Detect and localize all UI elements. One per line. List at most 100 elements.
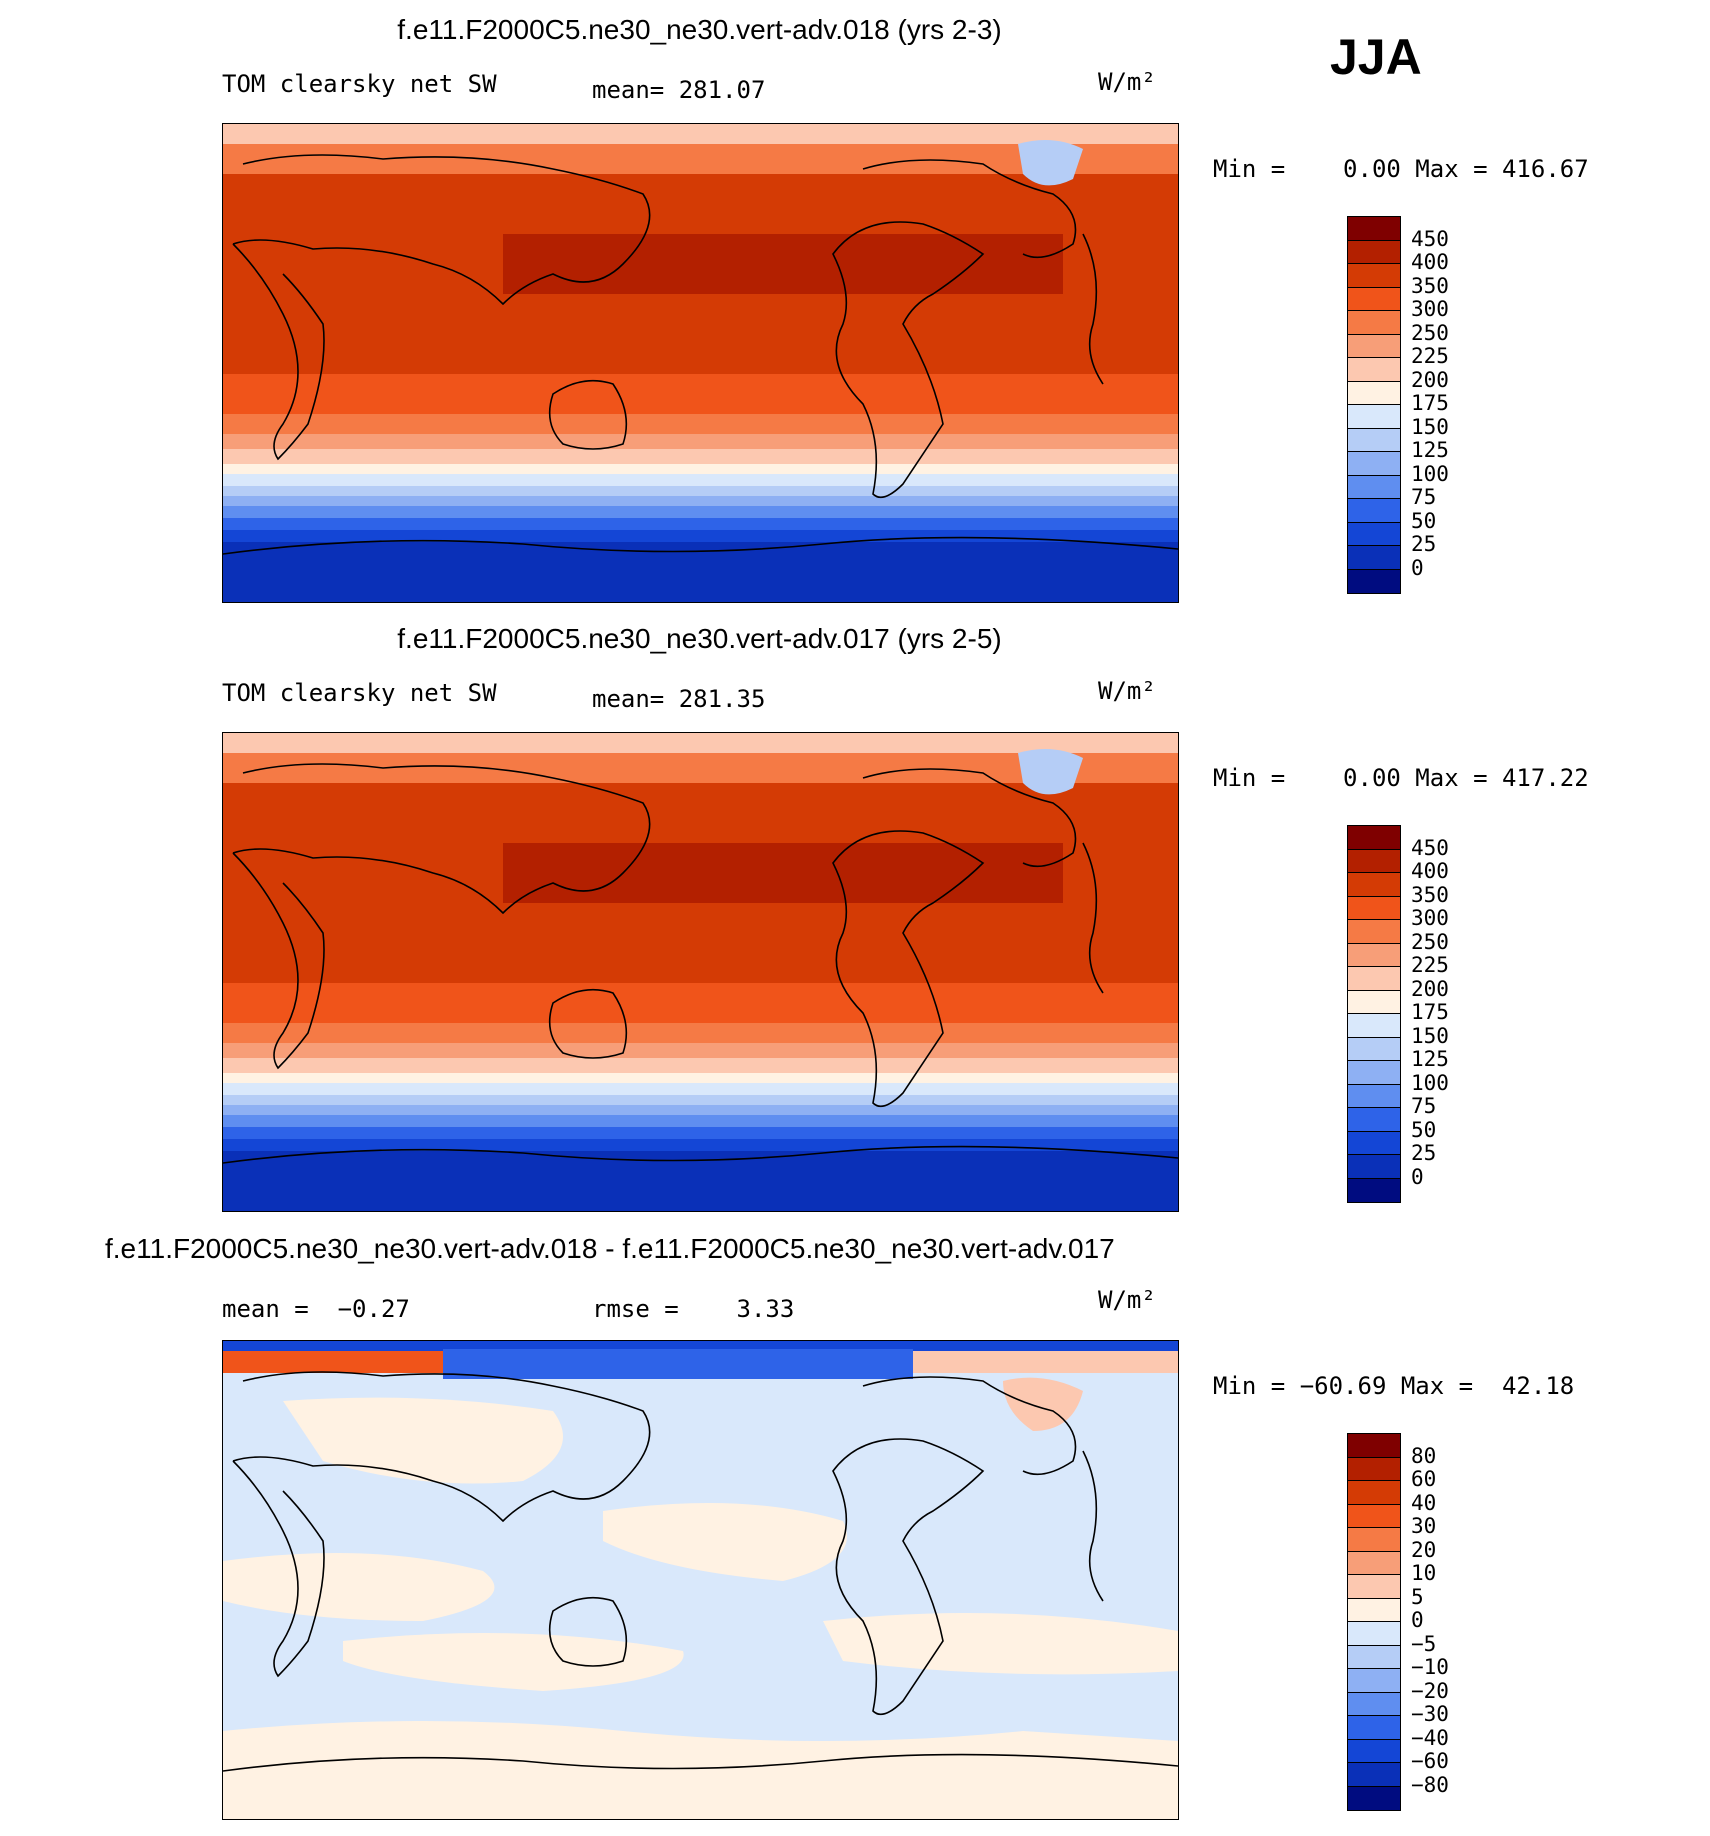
colorbar-segment (1348, 1739, 1400, 1763)
colorbar-segment (1348, 873, 1400, 897)
colorbar-tick-label: 200 (1411, 367, 1449, 392)
panel-3-minmax: Min = −60.69 Max = 42.18 (1213, 1372, 1575, 1400)
colorbar-segment (1348, 1037, 1400, 1061)
colorbar-segment (1348, 1084, 1400, 1108)
season-label: JJA (1330, 29, 1422, 85)
colorbar-segment (1348, 990, 1400, 1014)
colorbar-segment (1348, 569, 1400, 593)
colorbar-tick-label: 75 (1411, 485, 1437, 509)
colorbar-tick-label: 50 (1411, 1117, 1437, 1142)
colorbar-segment (1348, 1014, 1400, 1038)
colorbar-tick-label: 25 (1411, 532, 1437, 556)
panel-2-units: W/m² (1098, 677, 1156, 705)
colorbar-tick-label: 5 (1411, 1584, 1424, 1609)
panel-1-title: f.e11.F2000C5.ne30_ne30.vert-adv.018 (yr… (397, 14, 1002, 45)
panel-2-map-field (223, 733, 1178, 1211)
panel-3-map-field (223, 1341, 1178, 1819)
colorbar-tick-label: 400 (1411, 250, 1449, 274)
colorbar-tick-label: 150 (1411, 1023, 1449, 1048)
colorbar-segment (1348, 1528, 1400, 1552)
colorbar-tick-label: 40 (1411, 1490, 1437, 1515)
colorbar-tick-label: 20 (1411, 1537, 1437, 1562)
panel-1-units: W/m² (1098, 68, 1156, 96)
colorbar-tick-label: 50 (1411, 508, 1437, 533)
colorbar-segment (1348, 499, 1400, 523)
colorbar-segment (1348, 849, 1400, 873)
colorbar-tick-label: 175 (1411, 391, 1449, 415)
colorbar-tick-label: −80 (1411, 1772, 1449, 1797)
colorbar-segment (1348, 967, 1400, 991)
colorbar-tick-label: 450 (1411, 226, 1449, 251)
colorbar-tick-label: 0 (1411, 1608, 1424, 1632)
colorbar-segment (1348, 943, 1400, 967)
colorbar-tick-label: 300 (1411, 906, 1449, 930)
colorbar-tick-label: −40 (1411, 1725, 1449, 1750)
panel-2-map (222, 732, 1179, 1212)
colorbar-tick-label: 350 (1411, 273, 1449, 298)
colorbar-segment (1348, 1575, 1400, 1599)
colorbar-tick-label: 25 (1411, 1141, 1437, 1165)
colorbar-segment (1348, 1155, 1400, 1179)
colorbar-segment (1348, 334, 1400, 358)
colorbar-segment (1348, 1551, 1400, 1575)
colorbar-segment (1348, 1786, 1400, 1810)
colorbar-tick-label: 150 (1411, 414, 1449, 439)
colorbar-segment (1348, 1645, 1400, 1669)
colorbar-tick-label: 100 (1411, 461, 1449, 486)
colorbar-segment (1348, 896, 1400, 920)
colorbar-tick-label: 225 (1411, 953, 1449, 977)
colorbar-segment (1348, 358, 1400, 382)
colorbar-tick-label: −5 (1411, 1631, 1437, 1656)
colorbar-segment (1348, 1598, 1400, 1622)
colorbar-segment (1348, 1457, 1400, 1481)
panel-3-colorbar (1347, 1433, 1401, 1811)
panel-3-mean: mean = −0.27 (222, 1295, 410, 1323)
colorbar-tick-label: 225 (1411, 344, 1449, 368)
colorbar-tick-label: 100 (1411, 1070, 1449, 1095)
colorbar-segment (1348, 452, 1400, 476)
panel-1-map-field (223, 124, 1178, 602)
colorbar-segment (1348, 1061, 1400, 1085)
colorbar-tick-label: 0 (1411, 1164, 1424, 1189)
colorbar-tick-label: 10 (1411, 1561, 1437, 1585)
panel-3-units: W/m² (1098, 1286, 1156, 1314)
colorbar-segment (1348, 1504, 1400, 1528)
colorbar-tick-label: 250 (1411, 320, 1449, 345)
colorbar-segment (1348, 1481, 1400, 1505)
panel-2-mean: mean= 281.35 (592, 685, 766, 713)
panel-3-map (222, 1340, 1179, 1820)
colorbar-segment (1348, 428, 1400, 452)
colorbar-segment (1348, 1669, 1400, 1693)
colorbar-segment (1348, 311, 1400, 335)
colorbar-segment (1348, 240, 1400, 264)
panel-1-mean: mean= 281.07 (592, 76, 766, 104)
colorbar-tick-label: 80 (1411, 1443, 1437, 1468)
colorbar-tick-label: 0 (1411, 555, 1424, 580)
colorbar-tick-label: 75 (1411, 1094, 1437, 1118)
colorbar-segment (1348, 1131, 1400, 1155)
panel-3-rmse: rmse = 3.33 (592, 1295, 795, 1323)
panel-2-title: f.e11.F2000C5.ne30_ne30.vert-adv.017 (yr… (397, 623, 1002, 654)
panel-3-title: f.e11.F2000C5.ne30_ne30.vert-adv.018 - f… (105, 1233, 1115, 1264)
colorbar-segment (1348, 475, 1400, 499)
colorbar-segment (1348, 1763, 1400, 1787)
colorbar-segment (1348, 1434, 1400, 1458)
colorbar-tick-label: 125 (1411, 1047, 1449, 1071)
colorbar-segment (1348, 405, 1400, 429)
panel-1-colorbar (1347, 216, 1401, 594)
colorbar-tick-label: −20 (1411, 1678, 1449, 1703)
colorbar-segment (1348, 546, 1400, 570)
colorbar-segment (1348, 1622, 1400, 1646)
colorbar-tick-label: 125 (1411, 438, 1449, 462)
colorbar-tick-label: 350 (1411, 882, 1449, 907)
colorbar-tick-label: 300 (1411, 297, 1449, 321)
panel-1-variable-label: TOM clearsky net SW (222, 70, 497, 98)
panel-2-minmax: Min = 0.00 Max = 417.22 (1213, 764, 1589, 792)
colorbar-tick-label: 250 (1411, 929, 1449, 954)
colorbar-segment (1348, 381, 1400, 405)
colorbar-segment (1348, 522, 1400, 546)
colorbar-segment (1348, 264, 1400, 288)
colorbar-segment (1348, 217, 1400, 241)
colorbar-segment (1348, 826, 1400, 850)
colorbar-tick-label: 400 (1411, 859, 1449, 883)
